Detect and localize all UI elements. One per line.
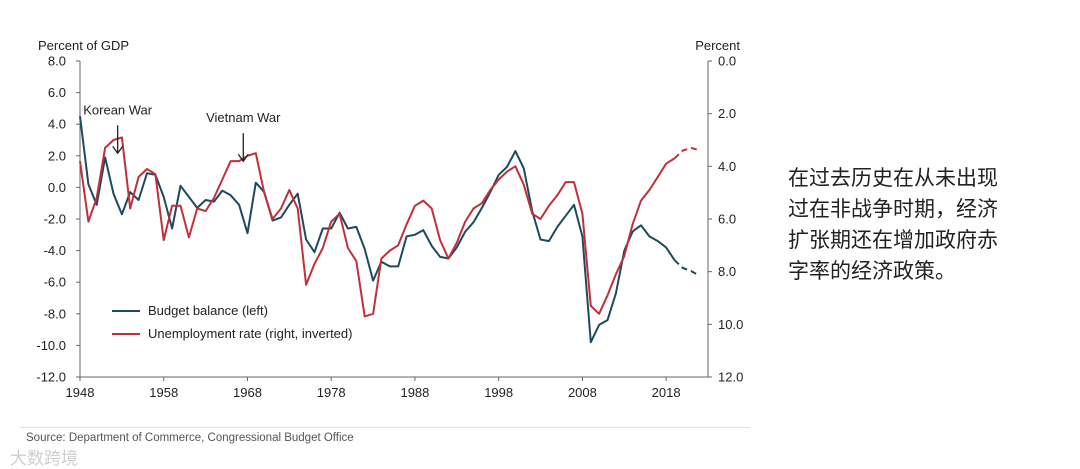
x-axis-tick-label: 1998 bbox=[484, 385, 513, 400]
chart-area: Percent of GDP Percent 8.0 6.0 4.0 2.0 0.0 -2… bbox=[36, 38, 743, 400]
right-axis-tick-label: 10.0 bbox=[718, 317, 743, 332]
x-axis-tick-label: 1948 bbox=[66, 385, 95, 400]
right-axis-tick-label: 8.0 bbox=[718, 264, 736, 279]
legend-label-budget: Budget balance (left) bbox=[148, 303, 268, 318]
left-axis-tick-label: 6.0 bbox=[48, 85, 66, 100]
left-axis-tick-label: -2.0 bbox=[44, 212, 66, 227]
left-axis-label: Percent of GDP bbox=[38, 38, 129, 53]
side-note-line: 在过去历史在从未出现 bbox=[788, 166, 998, 190]
left-axis-tick-label: 2.0 bbox=[48, 148, 66, 163]
x-axis-tick-label: 1978 bbox=[317, 385, 346, 400]
x-axis-tick-label: 1988 bbox=[400, 385, 429, 400]
unemployment-rate-line bbox=[79, 136, 676, 318]
x-axis-tick-label: 1968 bbox=[233, 385, 262, 400]
x-axis-tick-label: 2008 bbox=[568, 385, 597, 400]
right-axis-tick-label: 4.0 bbox=[718, 159, 736, 174]
right-axis-tick-label: 12.0 bbox=[718, 370, 743, 385]
x-axis-tick-label: 1958 bbox=[149, 385, 178, 400]
budget-balance-line-projection bbox=[673, 259, 701, 277]
left-axis-tick-label: -10.0 bbox=[36, 338, 66, 353]
korean-war-annotation-arrowhead bbox=[112, 145, 124, 155]
left-axis-tick-label: -6.0 bbox=[44, 275, 66, 290]
unemployment-rate-line-projection bbox=[673, 146, 700, 160]
right-axis-label: Percent bbox=[695, 38, 740, 53]
divider bbox=[20, 427, 750, 428]
left-axis-tick-label: 4.0 bbox=[48, 117, 66, 132]
side-note-line: 扩张期还在增加政府赤 bbox=[788, 228, 998, 252]
side-note: 在过去历史在从未出现 过在非战争时期，经济 扩张期还在增加政府赤 字率的经济政策… bbox=[788, 163, 1073, 287]
budget-balance-line bbox=[79, 116, 676, 344]
right-axis-tick-label: 2.0 bbox=[718, 106, 736, 121]
vietnam-war-annotation-arrowhead bbox=[237, 153, 249, 163]
x-axis-tick-label: 2018 bbox=[652, 385, 681, 400]
legend-label-unemployment: Unemployment rate (right, inverted) bbox=[148, 326, 352, 341]
side-note-line: 字率的经济政策。 bbox=[788, 259, 956, 283]
left-axis-tick-label: 8.0 bbox=[48, 54, 66, 69]
left-axis-tick-label: -4.0 bbox=[44, 243, 66, 258]
right-axis-tick-label: 6.0 bbox=[718, 212, 736, 227]
source-note: Source: Department of Commerce, Congress… bbox=[26, 432, 354, 444]
korean-war-annotation: Korean War bbox=[83, 102, 153, 117]
right-axis-tick-label: 0.0 bbox=[718, 54, 736, 69]
watermark: 大数跨境 bbox=[10, 449, 78, 468]
legend: Budget balance (left) Unemployment rate … bbox=[112, 303, 352, 341]
left-axis-tick-label: -8.0 bbox=[44, 306, 66, 321]
left-axis-tick-label: -12.0 bbox=[36, 370, 66, 385]
side-note-line: 过在非战争时期，经济 bbox=[788, 197, 998, 221]
left-axis-tick-label: 0.0 bbox=[48, 180, 66, 195]
vietnam-war-annotation: Vietnam War bbox=[206, 110, 281, 125]
